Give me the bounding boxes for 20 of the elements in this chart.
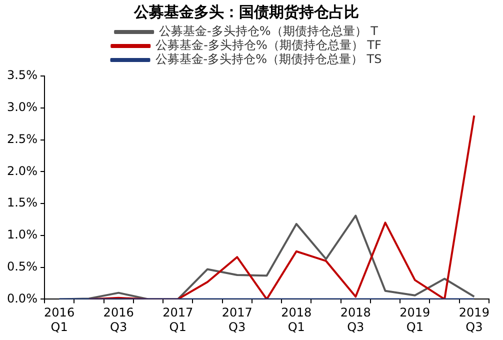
x-tick-label: 2018 Q3	[340, 306, 371, 334]
x-tick-label: 2019 Q1	[400, 306, 430, 334]
legend-label: 公募基金-多头持仓%（期债持仓总量） TF	[156, 38, 382, 52]
x-tick-label: 2017 Q1	[162, 306, 194, 334]
y-tick-label: 1.5%	[6, 196, 38, 210]
x-tick-label: 2016 Q1	[44, 306, 75, 334]
y-tick-label: 1.0%	[6, 228, 38, 242]
y-tick-label: 0.5%	[6, 259, 38, 274]
y-tick-label: 2.0%	[6, 164, 38, 178]
y-tick-label: 0.0%	[6, 291, 38, 306]
x-tick-label: 2017 Q3	[222, 306, 252, 334]
x-tick-label: 2018 Q1	[281, 306, 312, 334]
y-tick-label: 3.5%	[6, 68, 38, 82]
y-tick-label: 3.0%	[6, 100, 38, 114]
legend-label: 公募基金-多头持仓%（期债持仓总量） T	[159, 24, 379, 38]
x-tick-label: 2016 Q3	[103, 306, 134, 334]
chart-title: 公募基金多头：国债期货持仓占比	[133, 2, 359, 21]
legend-label: 公募基金-多头持仓%（期债持仓总量） TS	[155, 52, 382, 66]
y-tick-label: 2.5%	[6, 132, 38, 146]
x-tick-label: 2019 Q3	[458, 306, 490, 334]
